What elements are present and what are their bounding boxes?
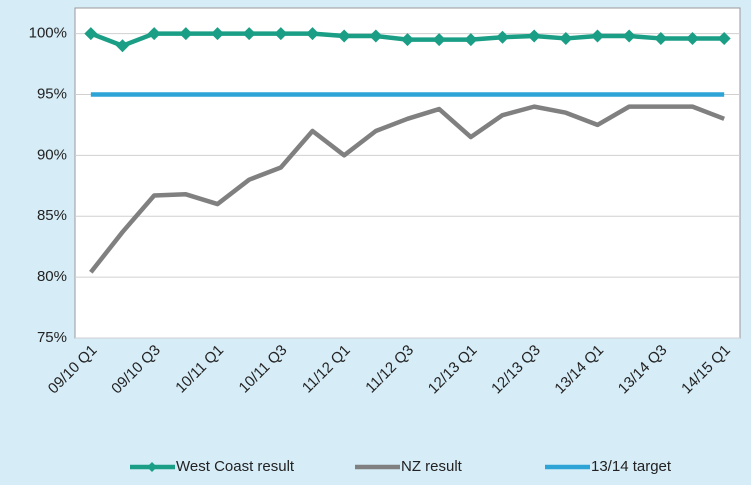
- point-marker: [179, 27, 193, 41]
- point-marker: [622, 29, 636, 43]
- point-marker: [211, 27, 224, 41]
- point-marker: [147, 27, 161, 41]
- point-marker: [242, 27, 256, 41]
- point-marker: [559, 31, 573, 45]
- point-marker: [464, 33, 478, 47]
- y-tick-label: 75%: [37, 329, 67, 346]
- point-marker: [496, 30, 509, 44]
- legend-marker: [147, 462, 157, 472]
- point-marker: [527, 29, 541, 43]
- point-marker: [369, 29, 383, 43]
- y-tick-label: 95%: [37, 85, 67, 102]
- point-marker: [306, 27, 319, 41]
- legend-label: 13/14 target: [591, 458, 672, 475]
- point-marker: [591, 29, 604, 43]
- point-marker: [654, 31, 668, 45]
- point-marker: [116, 39, 129, 53]
- point-marker: [84, 27, 98, 41]
- y-tick-label: 90%: [37, 146, 67, 163]
- y-tick-label: 80%: [37, 268, 67, 285]
- legend-label: West Coast result: [176, 458, 295, 475]
- series-line: [89, 104, 725, 274]
- y-tick-label: 85%: [37, 207, 67, 224]
- legend-label: NZ result: [401, 458, 463, 475]
- point-marker: [686, 31, 699, 45]
- point-marker: [274, 27, 288, 41]
- y-tick-label: 100%: [29, 25, 67, 42]
- point-marker: [401, 33, 414, 47]
- point-marker: [717, 31, 731, 45]
- point-marker: [337, 29, 351, 43]
- point-marker: [432, 33, 446, 47]
- plot-area: [74, 7, 741, 339]
